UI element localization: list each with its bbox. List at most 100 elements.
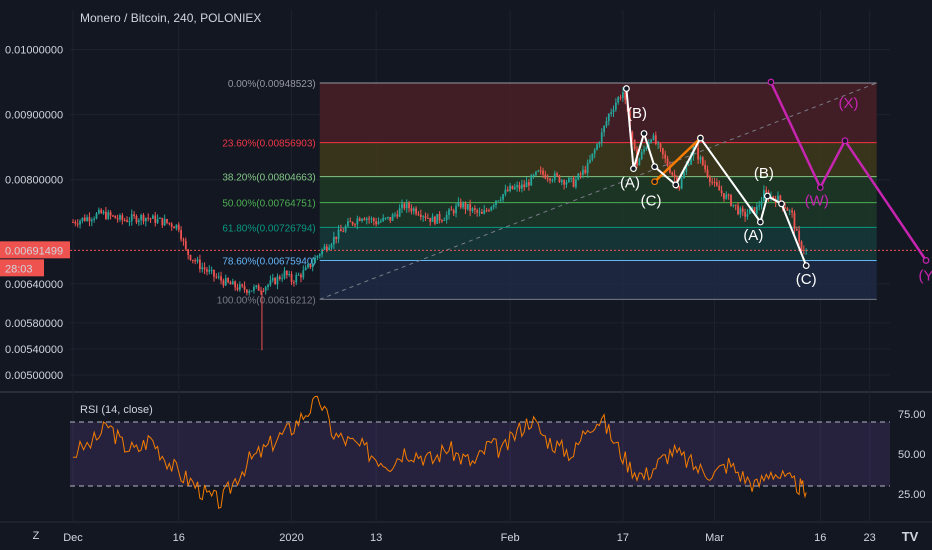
candle-body [434, 216, 436, 224]
white-wave-path-node [672, 181, 680, 189]
candle-body [344, 226, 347, 232]
candle-body [657, 143, 660, 145]
candle-body [551, 179, 554, 181]
candle-body [170, 223, 173, 227]
candle-body [455, 205, 457, 214]
candle-body [246, 289, 248, 293]
candle-body [669, 165, 671, 173]
candle-body [405, 202, 408, 209]
candle-body [168, 222, 171, 224]
candle-body [744, 211, 746, 217]
candle-body [476, 209, 479, 213]
candle-body [415, 208, 417, 214]
candle-body [191, 259, 194, 261]
candle-body [739, 208, 742, 215]
candle-body [718, 185, 721, 191]
candle-body [680, 178, 683, 189]
candle-body [483, 210, 486, 214]
candle-body [285, 270, 288, 276]
price-tick-label: 0.00580000 [5, 318, 63, 330]
candle-body [231, 281, 234, 285]
rsi-tick-label: 25.00 [898, 489, 926, 501]
candle-body [234, 281, 237, 288]
candle-body [293, 282, 295, 284]
candle-body [535, 171, 537, 175]
candle-body [76, 223, 79, 225]
candle-body [633, 139, 636, 150]
candle-body [130, 214, 133, 222]
candle-body [142, 215, 145, 222]
candle-body [152, 215, 154, 219]
candle-body [638, 158, 641, 166]
candle-body [673, 174, 676, 178]
magenta-wave-path-node [922, 257, 930, 264]
candle-body [417, 213, 420, 215]
candle-body [539, 170, 542, 172]
candle-body [490, 207, 493, 211]
candle-body [382, 217, 385, 221]
candle-body [236, 287, 239, 290]
wave-label: (W) [805, 193, 829, 210]
candle-body [685, 165, 688, 172]
candle-body [448, 209, 450, 215]
candle-body [542, 170, 544, 175]
candle-body [619, 97, 622, 99]
candle-body [603, 125, 605, 133]
candle-body [645, 147, 648, 150]
white-wave-path-node [651, 163, 659, 171]
candle-body [779, 195, 782, 202]
candle-body [81, 217, 84, 221]
candle-body [654, 135, 657, 144]
candle-body [227, 278, 229, 283]
candle-body [387, 216, 389, 218]
candle-body [248, 291, 251, 293]
candle-body [509, 185, 511, 192]
candle-body [321, 249, 323, 255]
candle-body [351, 221, 354, 225]
wave-label: (B) [754, 165, 774, 182]
candle-body [403, 203, 406, 209]
candle-body [469, 204, 472, 212]
time-tick-label: 16 [173, 532, 185, 544]
time-tick-label: 13 [370, 532, 382, 544]
candle-body [184, 240, 187, 250]
candle-body [144, 217, 147, 222]
candle-body [748, 209, 751, 215]
candle-body [220, 276, 222, 281]
candle-body [511, 185, 514, 190]
z-button[interactable]: Z [33, 530, 40, 542]
candle-body [314, 257, 316, 264]
candle-body [375, 221, 378, 225]
candle-body [441, 220, 443, 222]
candle-body [147, 217, 150, 219]
candle-body [128, 221, 131, 223]
candle-body [563, 180, 566, 185]
candle-body [598, 142, 601, 145]
candle-body [426, 217, 429, 219]
last-price-label: 0.00691499 [5, 245, 63, 257]
price-tick-label: 0.00900000 [5, 110, 63, 122]
candle-body [72, 222, 74, 224]
candle-body [335, 236, 338, 240]
candle-body [166, 219, 168, 223]
candle-body [607, 114, 610, 122]
candle-body [394, 214, 396, 216]
candle-body [100, 209, 103, 214]
rsi-tick-label: 75.00 [898, 409, 926, 421]
candle-body [309, 264, 312, 268]
rsi-line [72, 395, 807, 510]
candle-body [495, 200, 497, 205]
candle-body [243, 286, 246, 290]
wave-label: (A) [620, 175, 640, 192]
candle-body [281, 278, 284, 280]
wave-label: (B) [627, 105, 647, 122]
candle-body [725, 194, 728, 199]
fib-level-label: 0.00%(0.00948523) [228, 79, 316, 90]
candle-body [342, 231, 345, 233]
candle-body [784, 207, 786, 209]
candle-body [203, 267, 206, 270]
candle-body [683, 171, 685, 179]
elliott-waves: (B)(A)(C)(B)(A)(C)(W)(X)(Y [620, 78, 932, 288]
candle-body [422, 216, 425, 218]
candle-body [753, 207, 756, 214]
